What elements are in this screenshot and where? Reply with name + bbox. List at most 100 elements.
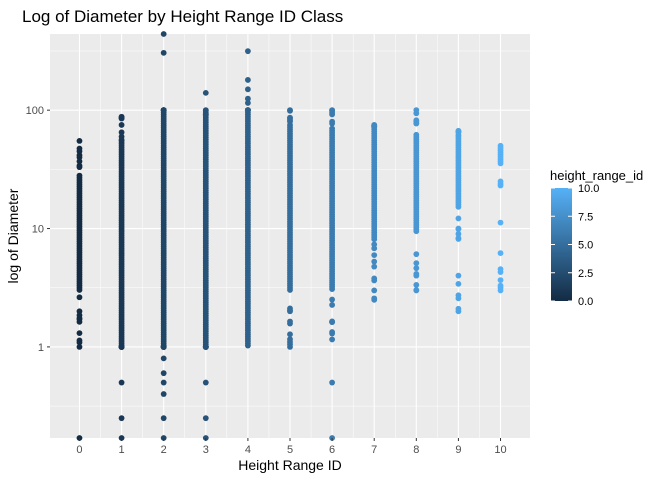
y-tick-label: 100	[26, 105, 44, 117]
outlier-point	[76, 164, 83, 171]
outlier-point	[202, 107, 209, 114]
outlier-point	[329, 379, 336, 386]
series-x-0	[76, 137, 83, 441]
outlier-point	[244, 100, 251, 106]
outlier-point	[455, 272, 462, 279]
data-point	[118, 344, 125, 350]
outlier-point	[244, 95, 251, 102]
series-x-6	[329, 107, 336, 441]
legend-title: height_range_id	[550, 168, 643, 183]
series-x-9	[455, 127, 462, 315]
outlier-point	[244, 48, 251, 55]
data-point	[329, 330, 336, 337]
outlier-point	[118, 115, 125, 122]
data-point	[76, 294, 83, 301]
data-point	[371, 275, 378, 282]
series-x-5	[287, 107, 293, 350]
data-point	[413, 281, 420, 288]
outlier-point	[160, 31, 167, 37]
outlier-point	[455, 127, 462, 134]
outlier-point	[371, 122, 378, 128]
data-points	[76, 31, 504, 441]
data-point	[244, 107, 251, 114]
outlier-point	[413, 118, 420, 125]
outlier-point	[287, 308, 293, 315]
legend-ticks: 0.0 2.5 5.0 7.5 10.0	[551, 183, 599, 308]
x-axis-ticks: 0 1 2 3 4 5 6 7 8 9 10	[76, 438, 507, 456]
data-point	[118, 136, 125, 143]
legend-tick-label: 2.5	[578, 268, 593, 280]
y-tick-label: 1	[38, 342, 44, 354]
outlier-point	[329, 118, 336, 125]
outlier-point	[76, 137, 83, 144]
chart-title: Log of Diameter by Height Range ID Class	[22, 7, 343, 26]
data-point	[371, 236, 378, 243]
data-point	[371, 241, 378, 248]
outlier-point	[118, 415, 125, 422]
data-point	[287, 331, 293, 338]
data-point	[413, 265, 420, 272]
data-point	[76, 339, 83, 346]
data-point	[413, 251, 420, 258]
x-tick-label: 2	[161, 444, 167, 456]
data-point	[497, 277, 504, 283]
data-point	[202, 111, 209, 118]
outlier-point	[76, 154, 83, 161]
series-x-4	[244, 48, 251, 349]
outlier-point	[160, 355, 167, 362]
data-point	[202, 344, 209, 350]
x-tick-label: 10	[494, 444, 506, 456]
data-point	[76, 158, 83, 165]
y-tick-label: 10	[32, 224, 44, 236]
outlier-point	[160, 49, 167, 56]
outlier-point	[160, 379, 167, 386]
x-tick-label: 9	[455, 444, 461, 456]
outlier-point	[413, 107, 420, 114]
data-point	[287, 287, 293, 293]
y-axis-ticks: 1 10 100	[26, 105, 50, 354]
data-point	[371, 258, 378, 265]
data-point	[76, 315, 83, 322]
outlier-point	[287, 344, 293, 350]
outlier-point	[160, 370, 167, 377]
outlier-point	[287, 118, 293, 125]
data-point	[413, 260, 420, 267]
series-x-10	[497, 142, 504, 294]
outlier-point	[160, 415, 167, 422]
legend-tick-label: 0.0	[578, 296, 593, 308]
series-x-7	[371, 122, 378, 303]
outlier-point	[244, 86, 251, 93]
x-tick-label: 7	[371, 444, 377, 456]
y-axis-title: log of Diameter	[5, 188, 21, 283]
outlier-point	[329, 107, 336, 114]
x-tick-label: 1	[119, 444, 125, 456]
x-tick-label: 5	[287, 444, 293, 456]
data-point	[497, 219, 504, 226]
outlier-point	[202, 415, 209, 422]
data-point	[160, 344, 167, 350]
data-point	[329, 296, 336, 303]
outlier-point	[455, 231, 462, 237]
data-point	[455, 236, 462, 242]
data-point	[371, 245, 378, 252]
outlier-point	[244, 77, 251, 83]
outlier-point	[76, 308, 83, 315]
x-axis-title: Height Range ID	[238, 457, 342, 473]
data-point	[455, 280, 462, 287]
outlier-point	[371, 287, 378, 294]
legend-tick-label: 5.0	[578, 240, 593, 252]
outlier-point	[497, 250, 504, 257]
outlier-point	[118, 379, 125, 386]
data-point	[497, 269, 504, 275]
series-x-8	[413, 107, 420, 294]
outlier-point	[497, 287, 504, 294]
color-legend: height_range_id 0.0 2.5 5.0 7.5 10.0	[550, 168, 643, 308]
data-point	[329, 302, 336, 308]
data-point	[455, 215, 462, 222]
data-point	[287, 114, 293, 121]
data-point	[329, 336, 336, 343]
data-point	[329, 286, 336, 293]
outlier-point	[287, 107, 293, 114]
legend-tick-label: 7.5	[578, 211, 593, 223]
